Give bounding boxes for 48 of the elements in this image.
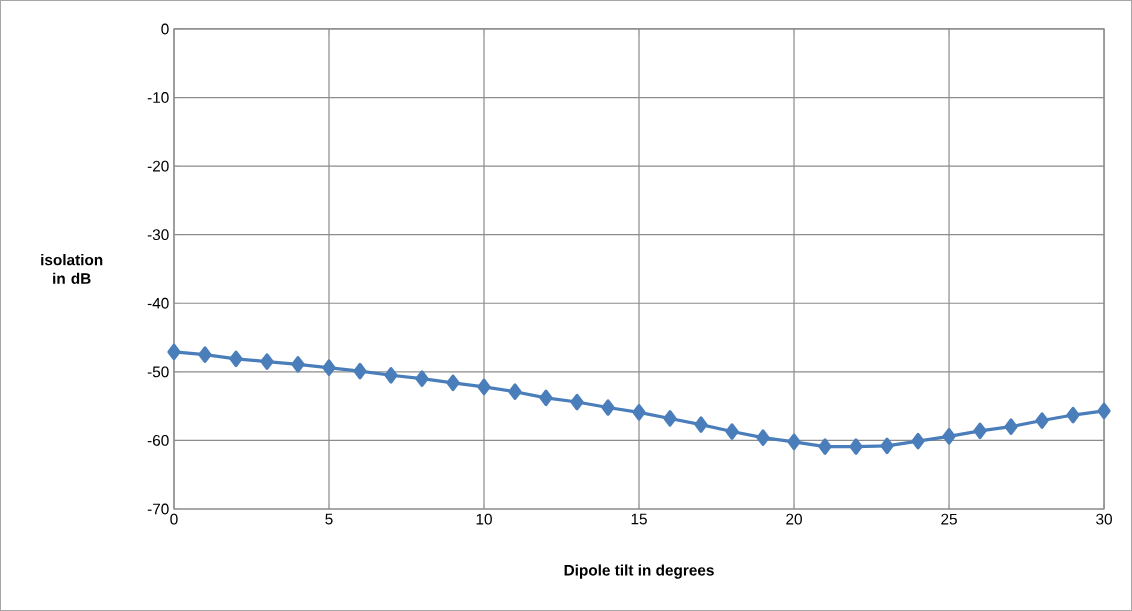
x-tick-label: 0 — [170, 513, 178, 525]
point — [694, 416, 708, 433]
point — [849, 438, 863, 455]
y-tick-label: -40 — [147, 297, 169, 309]
point — [601, 399, 615, 416]
point — [632, 404, 646, 421]
point — [787, 433, 801, 451]
point — [570, 393, 584, 411]
point — [756, 429, 770, 446]
point — [973, 422, 987, 440]
point — [911, 432, 925, 450]
point — [260, 353, 274, 370]
point — [1035, 412, 1049, 429]
point — [508, 383, 522, 401]
y-tick-label: -70 — [147, 503, 169, 515]
point — [725, 423, 739, 440]
y-tick-label: -30 — [147, 229, 169, 241]
y-tick-label: -50 — [147, 366, 169, 378]
x-axis-title: Dipole tilt in degrees — [564, 564, 714, 579]
x-tick-label: 20 — [786, 513, 802, 525]
point — [322, 359, 336, 377]
y-tick-label: -20 — [147, 160, 169, 172]
point — [1004, 418, 1018, 435]
point — [942, 428, 956, 445]
y-tick-label: -60 — [147, 435, 169, 446]
point — [415, 370, 429, 387]
point — [167, 343, 181, 361]
x-tick-label: 30 — [1096, 513, 1112, 525]
x-tick-label: 5 — [325, 513, 333, 525]
point — [663, 410, 677, 427]
point — [384, 367, 398, 384]
point — [446, 374, 460, 392]
x-tick-label: 25 — [941, 513, 957, 525]
point — [1066, 406, 1080, 424]
point — [353, 362, 367, 380]
point — [818, 438, 832, 455]
x-tick-label: 10 — [476, 513, 492, 525]
point — [477, 378, 491, 396]
x-tick-label: 15 — [631, 513, 647, 525]
point — [880, 437, 894, 455]
y-tick-label: -10 — [147, 92, 169, 103]
point — [229, 350, 243, 368]
point — [1097, 402, 1111, 420]
y-tick-label: 0 — [161, 23, 169, 35]
y-axis-title: isolation in dB — [41, 254, 103, 284]
point — [291, 356, 305, 373]
point — [198, 346, 212, 363]
point — [539, 389, 553, 407]
